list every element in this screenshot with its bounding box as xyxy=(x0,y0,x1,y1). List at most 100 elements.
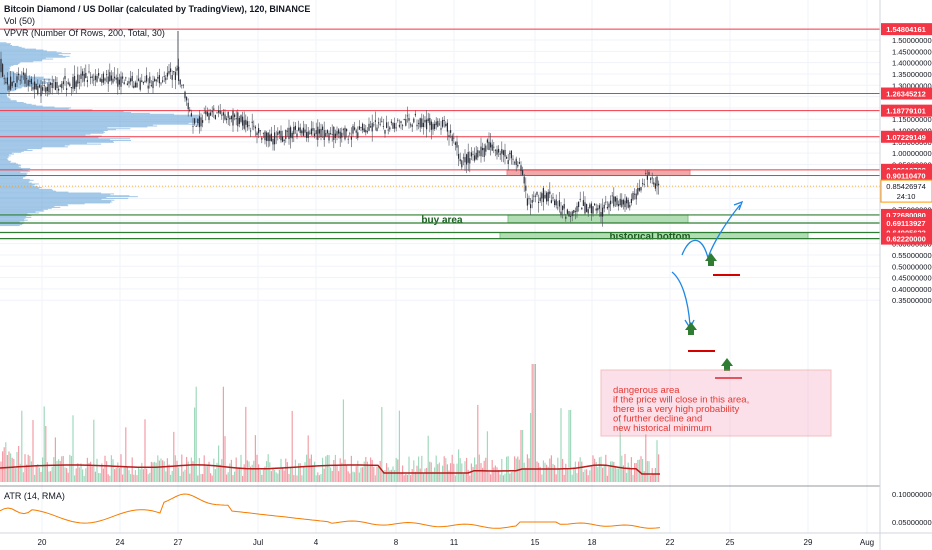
volume-bar xyxy=(179,475,181,482)
volume-bar xyxy=(381,407,383,482)
volume-bar xyxy=(230,459,232,482)
candle-body xyxy=(579,198,581,200)
volume-bar xyxy=(171,470,173,482)
volume-bar xyxy=(530,413,532,482)
volume-bar xyxy=(312,465,314,482)
volume-bar xyxy=(104,455,106,482)
profile-row xyxy=(0,62,21,64)
volume-bar xyxy=(459,458,461,482)
profile-row xyxy=(0,218,25,220)
candle-body xyxy=(466,154,468,165)
candle-body xyxy=(622,199,624,205)
profile-row xyxy=(0,212,40,214)
candle-body xyxy=(416,124,418,127)
volume-bar xyxy=(576,473,578,482)
profile-row xyxy=(0,127,108,129)
candle-body xyxy=(341,132,343,138)
candle-body xyxy=(542,188,544,203)
profile-row xyxy=(0,206,55,208)
volume-bar xyxy=(653,473,655,482)
candle-body xyxy=(186,97,188,101)
volume-bar xyxy=(86,457,88,482)
candle-body xyxy=(422,122,424,127)
volume-bar xyxy=(646,461,648,482)
profile-row xyxy=(0,72,15,74)
volume-bar xyxy=(245,406,247,482)
volume-bar xyxy=(344,459,346,482)
volume-bar xyxy=(181,454,183,482)
profile-row xyxy=(0,91,11,93)
volume-bar xyxy=(616,468,618,482)
candle-body xyxy=(70,87,72,89)
volume-bar xyxy=(125,427,127,482)
candle-body xyxy=(427,118,429,122)
candle-body xyxy=(222,112,224,116)
time-axis[interactable]: 20 24 27 Jul 4 8 11 15 18 22 25 29 Aug xyxy=(38,538,875,547)
candle-body xyxy=(312,127,314,131)
volume-bar xyxy=(170,474,172,482)
candle-body xyxy=(298,127,300,131)
volume-bar xyxy=(154,461,156,482)
profile-row xyxy=(0,48,36,50)
volume-bar xyxy=(611,461,613,482)
level-price-tag xyxy=(881,87,932,100)
candle-body xyxy=(78,81,80,83)
candle-body xyxy=(66,88,68,90)
candle-body xyxy=(523,176,525,184)
candle-body xyxy=(435,121,437,126)
candle-body xyxy=(646,175,648,180)
volume-bar xyxy=(382,471,384,482)
candle-body xyxy=(557,207,559,209)
candle-body xyxy=(213,108,215,110)
profile-row xyxy=(0,195,130,197)
volume-bar xyxy=(400,472,402,482)
volume-bar xyxy=(429,461,431,482)
profile-row xyxy=(0,130,104,132)
volume-bar xyxy=(427,435,429,482)
volume-bar xyxy=(494,465,496,482)
profile-row xyxy=(0,116,198,118)
volume-bar xyxy=(603,465,605,482)
candle-body xyxy=(414,113,416,116)
candle-body xyxy=(616,198,618,206)
projection-curve xyxy=(707,204,741,259)
candle-body xyxy=(554,200,556,205)
volume-bar xyxy=(109,475,111,482)
candle-body xyxy=(99,78,101,82)
volume-bar xyxy=(522,430,524,482)
volume-bar xyxy=(280,458,282,482)
candle-body xyxy=(486,139,488,143)
candle-body xyxy=(218,110,220,113)
volume-bar xyxy=(222,386,224,482)
profile-row xyxy=(0,66,10,68)
volume-bar xyxy=(486,431,488,482)
volume-bar xyxy=(326,454,328,482)
candle-body xyxy=(560,211,562,215)
candle-body xyxy=(86,80,88,82)
candle-body xyxy=(558,200,560,207)
volume-bar xyxy=(176,460,178,482)
candle-body xyxy=(482,147,484,151)
volume-bar xyxy=(307,435,309,482)
profile-row xyxy=(0,149,28,151)
profile-row xyxy=(0,121,200,123)
candle-body xyxy=(136,82,138,88)
volume-bar xyxy=(592,455,594,482)
volume-bar xyxy=(406,474,408,482)
candle-body xyxy=(229,117,231,120)
candle-body xyxy=(94,75,96,80)
profile-row xyxy=(0,59,43,61)
price-tick-label: 0.35000000 xyxy=(892,296,932,305)
candle-body xyxy=(112,78,114,83)
profile-row xyxy=(0,144,70,146)
profile-row xyxy=(0,198,102,200)
volume-bar xyxy=(128,470,130,482)
volume-bar xyxy=(621,455,623,482)
candle-body xyxy=(496,149,498,155)
price-axis[interactable]: 1.50000000 1.45000000 1.40000000 1.35000000… xyxy=(880,23,932,527)
candle-body xyxy=(330,133,332,134)
candle-body xyxy=(98,72,100,76)
candle-body xyxy=(155,79,157,82)
volume-bar xyxy=(232,475,234,482)
